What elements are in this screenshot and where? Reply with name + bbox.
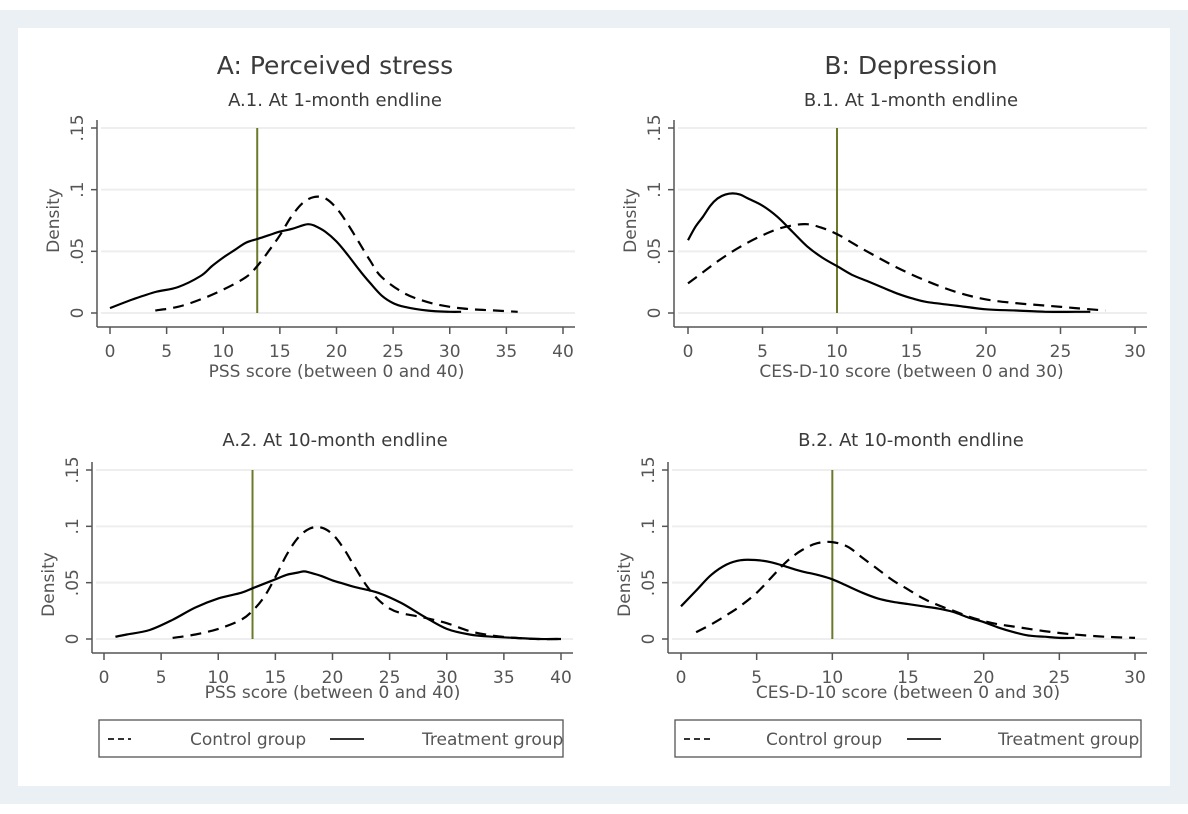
y-tick-label: .15 <box>63 456 83 483</box>
x-axis-label: PSS score (between 0 and 40) <box>205 683 461 703</box>
y-tick-label: .1 <box>68 182 88 198</box>
x-tick-label: 15 <box>265 668 287 688</box>
x-tick-label: 30 <box>1124 668 1146 688</box>
y-tick-label: 0 <box>68 308 88 319</box>
control-group-curve <box>687 223 1106 312</box>
panel-title: A.1. At 1-month endline <box>228 90 442 111</box>
y-tick-label: .1 <box>639 518 659 534</box>
y-tick-label: .05 <box>645 238 665 265</box>
x-tick-label: 5 <box>156 668 167 688</box>
x-tick-label: 25 <box>1050 342 1072 362</box>
treatment-group-curve <box>687 192 1091 313</box>
panel-title: B.1. At 1-month endline <box>804 90 1018 111</box>
legend-right: Control group Treatment group <box>674 719 1142 758</box>
x-tick-label: 0 <box>676 668 687 688</box>
x-tick-label: 0 <box>683 342 694 362</box>
x-axis-label: PSS score (between 0 and 40) <box>209 362 465 382</box>
y-axis-label: Density <box>615 552 635 617</box>
y-tick-label: .1 <box>63 518 83 534</box>
y-tick-label: .15 <box>68 114 88 141</box>
legend-right-control-label: Control group <box>766 730 882 750</box>
x-tick-label: 20 <box>326 342 348 362</box>
y-tick-label: 0 <box>63 634 83 645</box>
x-tick-label: 10 <box>212 342 234 362</box>
legend-right-treatment-label: Treatment group <box>997 730 1139 750</box>
x-tick-label: 20 <box>975 342 997 362</box>
x-tick-label: 30 <box>1124 342 1146 362</box>
x-tick-label: 10 <box>207 668 229 688</box>
panel-title: B.2. At 10-month endline <box>798 430 1024 451</box>
y-axis-label: Density <box>39 552 59 617</box>
y-tick-label: .05 <box>639 569 659 596</box>
x-tick-label: 25 <box>379 668 401 688</box>
y-axis-label: Density <box>44 188 64 253</box>
control-group-curve <box>695 540 1136 639</box>
x-axis-label: CES-D-10 score (between 0 and 30) <box>756 683 1060 703</box>
treatment-group-curve <box>109 223 462 313</box>
x-tick-label: 0 <box>99 668 110 688</box>
x-tick-label: 25 <box>382 342 404 362</box>
y-axis-label: Density <box>621 188 641 253</box>
x-tick-label: 5 <box>757 342 768 362</box>
legend-left-control-label: Control group <box>190 730 306 750</box>
legend-left-treatment-label: Treatment group <box>421 730 563 750</box>
x-tick-label: 40 <box>550 668 572 688</box>
y-tick-label: 0 <box>645 308 665 319</box>
figure-canvas <box>18 28 1170 786</box>
x-tick-label: 10 <box>826 342 848 362</box>
x-tick-label: 35 <box>496 342 518 362</box>
x-tick-label: 40 <box>552 342 574 362</box>
left-column-title: A: Perceived stress <box>217 51 453 80</box>
x-tick-label: 25 <box>1049 668 1071 688</box>
y-tick-label: .15 <box>639 456 659 483</box>
treatment-group-curve <box>680 558 1075 640</box>
x-tick-label: 30 <box>436 668 458 688</box>
x-tick-label: 20 <box>973 668 995 688</box>
x-tick-label: 15 <box>901 342 923 362</box>
x-tick-label: 10 <box>822 668 844 688</box>
x-tick-label: 0 <box>105 342 116 362</box>
y-tick-label: .05 <box>68 238 88 265</box>
control-group-curve <box>155 195 518 313</box>
panel-b2: B.2. At 10-month endline 0 .05 .1 .15 Density… <box>615 430 1147 703</box>
panel-a2: A.2. At 10-month endline 0 .05 .1 .15 Density… <box>39 430 573 703</box>
x-axis-label: CES-D-10 score (between 0 and 30) <box>759 362 1063 382</box>
panel-a1: A.1. At 1-month endline 0 .05 .1 .15 Density 0… <box>44 90 575 382</box>
y-tick-label: 0 <box>639 634 659 645</box>
y-tick-label: .1 <box>645 182 665 198</box>
y-tick-label: .05 <box>63 569 83 596</box>
legend-left: Control group Treatment group <box>98 719 564 758</box>
x-tick-label: 30 <box>439 342 461 362</box>
panels-group: A.1. At 1-month endline0.05.1.15Density0… <box>39 90 1147 703</box>
x-tick-label: 5 <box>751 668 762 688</box>
x-tick-label: 15 <box>269 342 291 362</box>
right-column-title: B: Depression <box>824 51 997 80</box>
x-tick-label: 15 <box>897 668 919 688</box>
x-tick-label: 35 <box>493 668 515 688</box>
panel-title: A.2. At 10-month endline <box>222 430 447 451</box>
y-tick-label: .15 <box>645 114 665 141</box>
x-tick-label: 20 <box>322 668 344 688</box>
treatment-group-curve <box>115 570 562 641</box>
panel-b1: B.1. At 1-month endline 0 .05 .1 .15 Density 0… <box>621 90 1147 382</box>
x-tick-label: 5 <box>161 342 172 362</box>
